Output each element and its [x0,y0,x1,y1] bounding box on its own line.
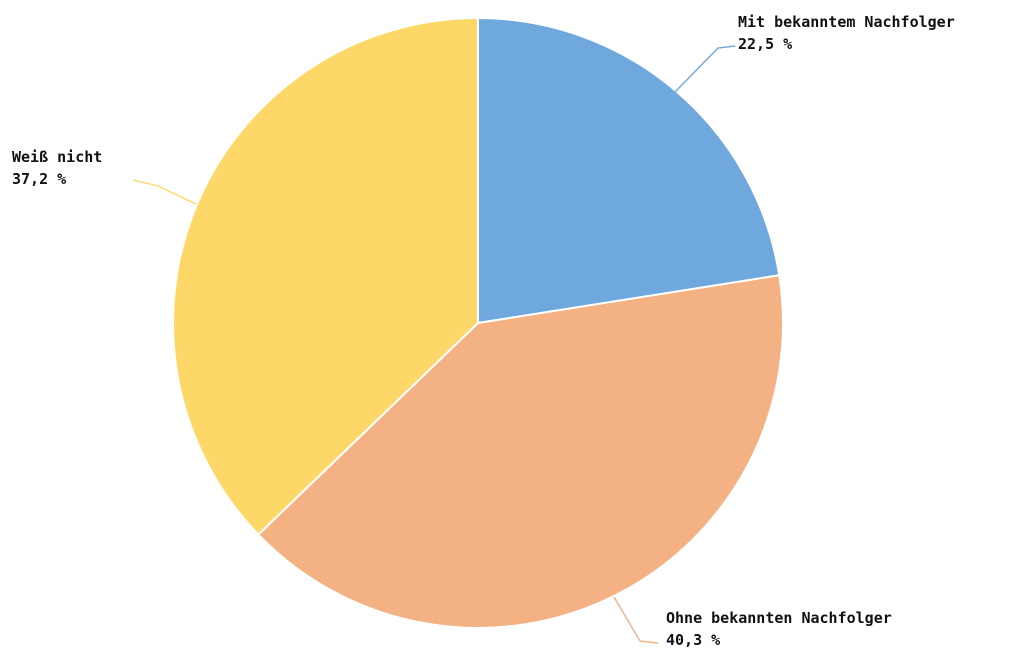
slice-value-ohne-bekannten-nachfolger: 40,3 % [666,631,720,649]
leader-line-mit-bekanntem-nachfolger [674,45,736,93]
leader-line-weiss-nicht [132,179,197,205]
slice-label-mit-bekanntem-nachfolger: Mit bekanntem Nachfolger [738,13,955,31]
slice-label-ohne-bekannten-nachfolger: Ohne bekannten Nachfolger [666,609,892,627]
pie-slice-mit-bekanntem-nachfolger [477,16,781,325]
slice-value-mit-bekanntem-nachfolger: 22,5 % [738,35,792,53]
slice-value-weiss-nicht: 37,2 % [12,170,66,188]
slice-label-weiss-nicht: Weiß nicht [12,148,102,166]
slice-labels: Mit bekanntem Nachfolger 22,5 % Ohne bekan… [12,13,955,649]
leader-line-ohne-bekannten-nachfolger [613,596,659,644]
pie-slice-ohne-bekannten-nachfolger [256,274,784,629]
pie-slices [172,16,784,629]
leader-lines [132,45,736,644]
pie-slice-weiss-nicht [172,16,479,536]
